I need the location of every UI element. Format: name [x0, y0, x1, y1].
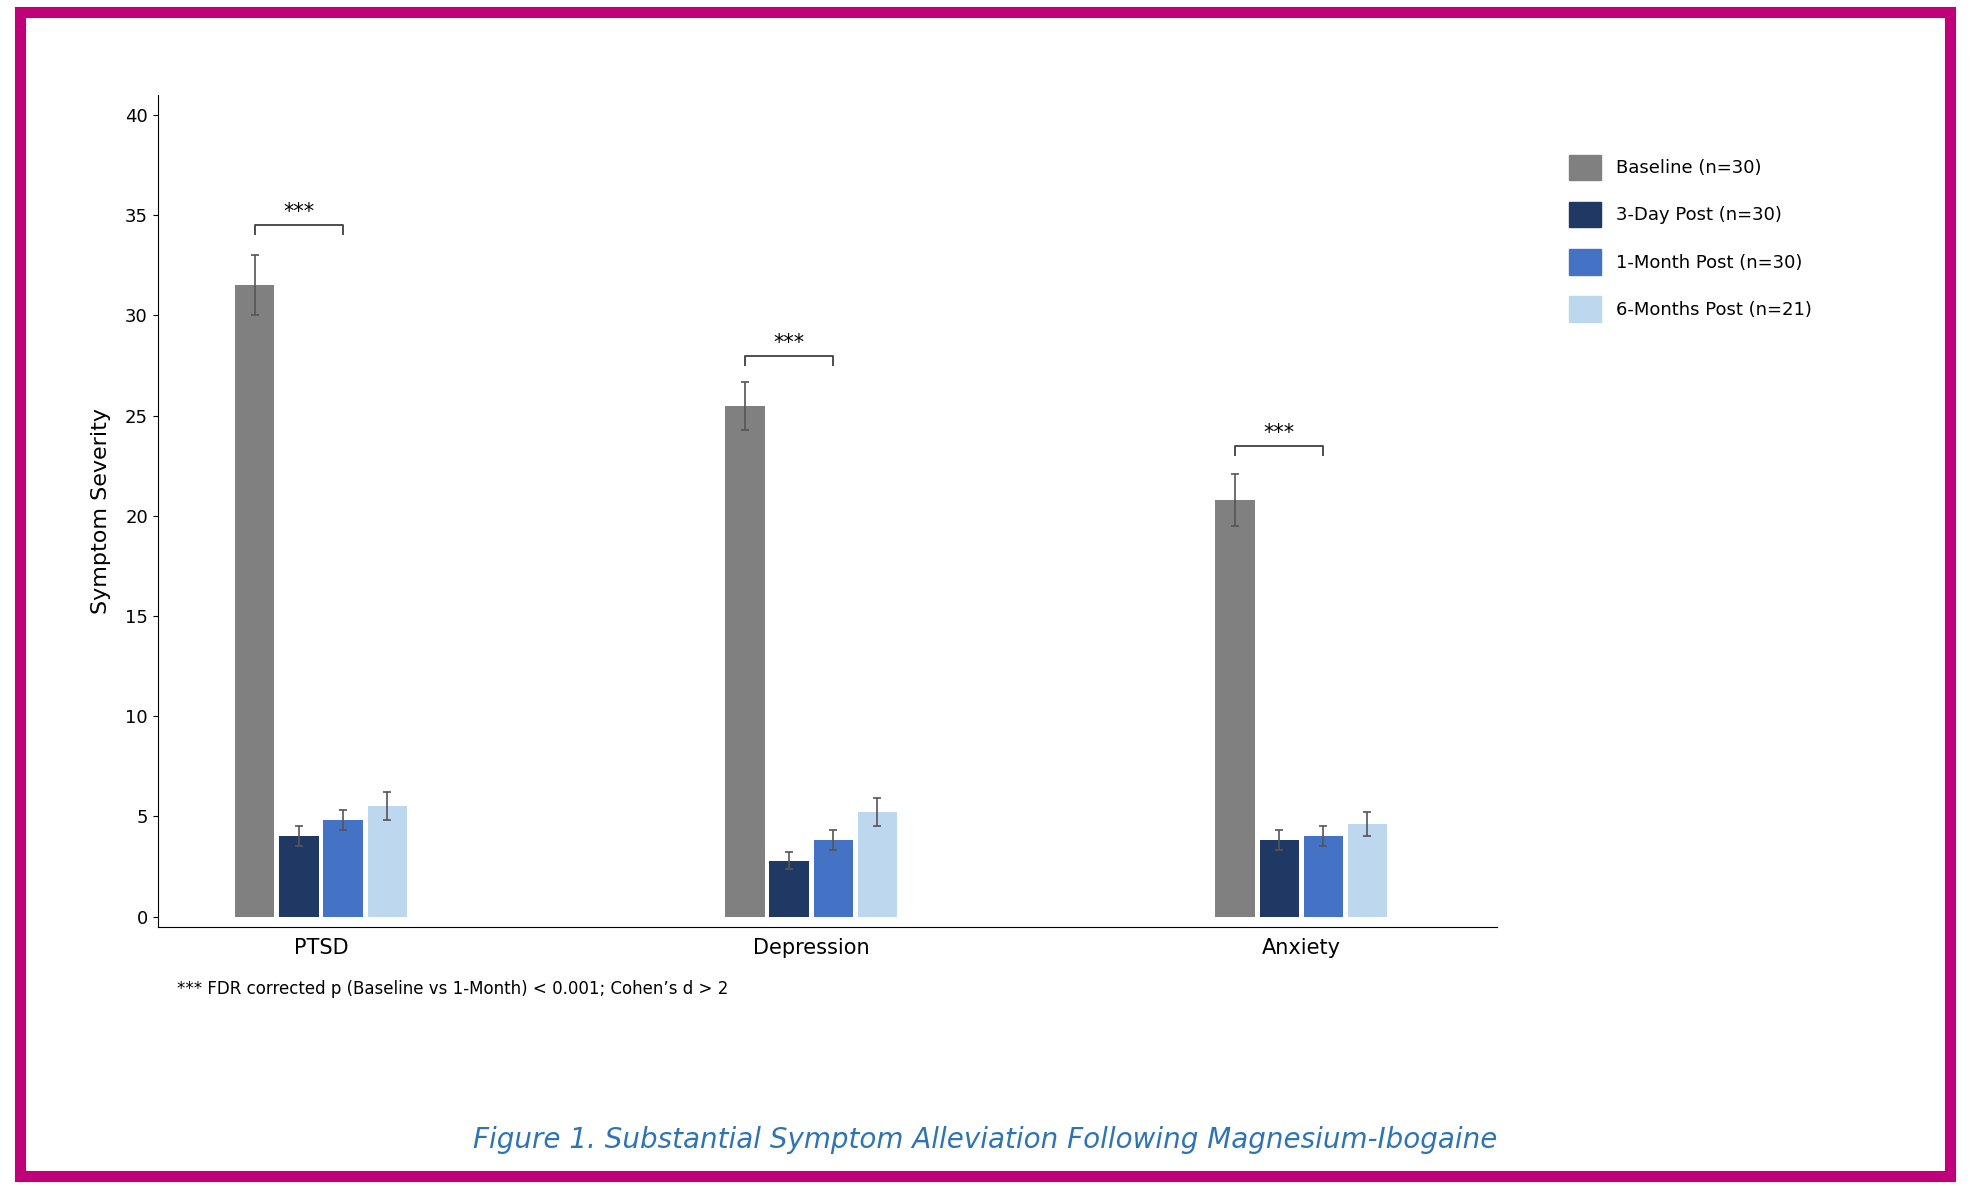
- Y-axis label: Symptom Severity: Symptom Severity: [91, 407, 110, 614]
- Bar: [857, 813, 896, 917]
- Bar: [234, 285, 274, 917]
- Text: Figure 1. Substantial Symptom Alleviation Following Magnesium-Ibogaine: Figure 1. Substantial Symptom Alleviatio…: [473, 1126, 1497, 1155]
- Legend: Baseline (n=30), 3-Day Post (n=30), 1-Month Post (n=30), 6-Months Post (n=21): Baseline (n=30), 3-Day Post (n=30), 1-Mo…: [1560, 146, 1820, 331]
- Text: *** FDR corrected p (Baseline vs 1-Month) < 0.001; Cohen’s d > 2: *** FDR corrected p (Baseline vs 1-Month…: [177, 980, 729, 998]
- Bar: [368, 807, 406, 917]
- Bar: [1347, 824, 1387, 917]
- Bar: [280, 836, 319, 917]
- Text: ***: ***: [284, 202, 315, 222]
- Text: ***: ***: [1263, 423, 1294, 443]
- Bar: [725, 405, 764, 917]
- Bar: [770, 860, 808, 917]
- Bar: [1259, 840, 1298, 917]
- Bar: [323, 821, 362, 917]
- Text: ***: ***: [774, 333, 804, 353]
- Bar: [814, 840, 853, 917]
- Bar: [1215, 500, 1255, 917]
- Bar: [1304, 836, 1344, 917]
